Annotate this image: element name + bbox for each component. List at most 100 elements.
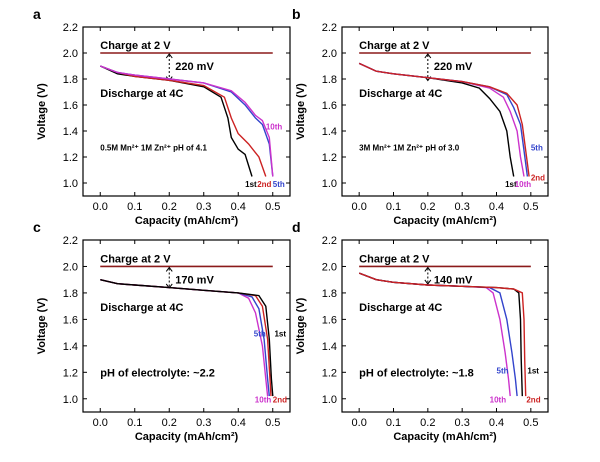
y-tick-label: 1.0 [322,178,337,190]
y-tick-label: 1.2 [322,152,337,164]
y-axis-title: Voltage (V) [295,83,307,140]
x-tick-label: 0.5 [265,201,280,213]
panel-letter: d [292,219,301,235]
panel-a: a 1.0 1.2 1.4 1.6 1.8 2.0 2.2 0.0 0.1 0.2 0.3 0.4 0.5… [33,6,291,227]
curve-label: 5th [254,330,266,339]
x-axis-title: Capacity (mAh/cm²) [135,431,239,443]
x-tick-label: 0.5 [523,201,538,213]
y-tick-label: 1.8 [322,74,337,86]
x-tick-label: 0.3 [196,417,211,429]
gap-label: 140 mV [434,274,473,286]
y-tick-label: 1.4 [63,126,78,138]
panel-d: d 1.0 1.2 1.4 1.6 1.8 2.0 2.2 0.0 0.1 0.2 0.3 0.4 0.5… [292,219,549,443]
x-tick-label: 0.2 [162,417,177,429]
x-tick-label: 0.1 [127,417,142,429]
y-tick-label: 1.8 [322,288,337,300]
x-tick-label: 0.5 [265,417,280,429]
curve-label: 10th [490,396,507,405]
y-tick-label: 2.0 [322,261,337,273]
curve-label: 5th [531,144,543,153]
gap-label: 220 mV [175,61,214,73]
curve-label: 2nd [531,173,545,182]
charge-label: Charge at 2 V [359,40,430,52]
y-tick-label: 2.0 [322,48,337,60]
gap-label: 220 mV [434,61,473,73]
x-tick-label: 0.0 [352,201,367,213]
y-tick-label: 1.4 [322,126,337,138]
series-line-2nd [358,62,530,177]
panel-letter: b [292,6,301,22]
y-tick-label: 2.2 [322,235,337,247]
charge-label: Charge at 2 V [359,253,430,265]
charge-label: Charge at 2 V [100,40,171,52]
curve-label: 2nd [273,396,287,405]
charge-label: Charge at 2 V [100,253,171,265]
y-tick-label: 1.4 [63,341,78,353]
y-axis-title: Voltage (V) [36,297,48,354]
x-tick-label: 0.3 [196,201,211,213]
series-line-1st [100,279,274,397]
y-tick-label: 1.8 [63,74,78,86]
x-tick-label: 0.4 [489,201,504,213]
y-tick-label: 2.2 [63,235,78,247]
note-label: 0.5M Mn²⁺ 1M Zn²⁺ pH of 4.1 [100,144,207,153]
x-tick-label: 0.2 [162,201,177,213]
x-tick-label: 0.1 [386,201,401,213]
curve-label: 1st [527,367,539,376]
x-tick-label: 0.5 [523,417,538,429]
curve-label: 1st [245,180,257,189]
x-tick-label: 0.1 [127,201,142,213]
gap-label: 170 mV [175,274,214,286]
x-tick-label: 0.0 [93,417,108,429]
x-axis-title: Capacity (mAh/cm²) [135,215,239,227]
y-tick-label: 1.6 [63,100,78,112]
y-tick-label: 2.0 [63,261,78,273]
panel-letter: a [33,6,41,22]
x-tick-label: 0.3 [455,417,470,429]
x-axis-title: Capacity (mAh/cm²) [393,431,497,443]
y-tick-label: 1.0 [63,394,78,406]
y-tick-label: 1.6 [322,100,337,112]
panel-c: c 1.0 1.2 1.4 1.6 1.8 2.0 2.2 0.0 0.1 0.2 0.3 0.4 0.5… [33,219,291,443]
series-line-2nd [100,65,267,177]
y-axis-title: Voltage (V) [295,297,307,354]
y-tick-label: 1.8 [63,288,78,300]
x-tick-label: 0.0 [93,201,108,213]
discharge-label: Discharge at 4C [100,88,183,100]
discharge-label: Discharge at 4C [359,88,442,100]
discharge-label: Discharge at 4C [100,302,183,314]
curve-label: 10th [255,396,272,405]
curve-label: 2nd [257,180,271,189]
curve-label: 10th [515,180,532,189]
note-label: pH of electrolyte: ~2.2 [100,367,215,379]
curve-label: 2nd [526,396,540,405]
x-tick-label: 0.2 [420,201,435,213]
y-tick-label: 1.0 [63,178,78,190]
y-tick-label: 1.2 [322,367,337,379]
gap-arrow-up [424,53,432,59]
x-tick-label: 0.0 [352,417,367,429]
y-tick-label: 2.2 [322,22,337,34]
gap-arrow-up [165,266,173,272]
curve-label: 10th [266,123,283,132]
plot-frame [82,26,291,197]
y-tick-label: 1.6 [63,314,78,326]
series-line-2nd [358,272,527,397]
curve-label: 5th [497,367,509,376]
note-label: pH of electrolyte: ~1.8 [359,367,474,379]
y-tick-label: 1.4 [322,341,337,353]
gap-arrow-up [165,53,173,59]
x-tick-label: 0.1 [386,417,401,429]
y-tick-label: 1.6 [322,314,337,326]
y-tick-label: 1.2 [63,367,78,379]
x-tick-label: 0.4 [231,201,246,213]
gap-arrow-up [424,266,432,272]
y-tick-label: 2.2 [63,22,78,34]
y-axis-title: Voltage (V) [36,83,48,140]
y-tick-label: 2.0 [63,48,78,60]
series-line-1st [100,65,253,177]
plot-frame [341,26,549,197]
curve-label: 1st [274,330,286,339]
curve-label: 1st [505,180,517,189]
